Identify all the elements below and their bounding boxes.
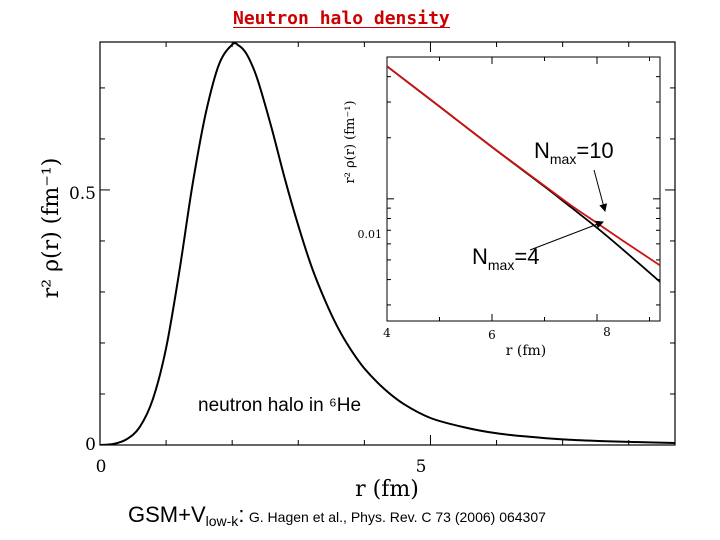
inset-ylabel: r² ρ(r) (fm⁻¹): [343, 100, 358, 183]
inset-xtick-label-6: 6: [488, 328, 496, 342]
inset-axis-ticks: [386, 57, 660, 321]
arrow-nmax-10: [593, 169, 608, 212]
caption-colon: :: [238, 502, 245, 527]
main-xtick-label-0: 0: [96, 457, 107, 477]
main-ytick-label-0: 0: [85, 435, 96, 455]
arrow-nmax-4: [529, 220, 604, 251]
label-nmax-10: Nmax=10: [534, 138, 614, 167]
reference-text: G. Hagen et al., Phys. Rev. C 73 (2006) …: [248, 509, 546, 525]
series-line-neutron-halo: [100, 42, 675, 445]
reference-caption: GSM+Vlow-k: G. Hagen et al., Phys. Rev. …: [128, 502, 546, 529]
main-xtick-label-5: 5: [416, 457, 427, 477]
series-line-nmax-10: [387, 65, 660, 267]
main-ylabel: r² ρ(r) (fm⁻¹): [39, 158, 64, 299]
curve-annotation: neutron halo in ⁶He: [198, 395, 361, 416]
inset-ytick-label-0-01: 0.01: [358, 228, 383, 241]
method-subscript: low-k: [205, 513, 239, 530]
main-xlabel: r (fm): [355, 477, 419, 502]
slide-title: Neutron halo density: [233, 8, 450, 29]
main-ytick-label-0-5: 0.5: [69, 184, 96, 204]
inset-xtick-label-8: 8: [603, 325, 611, 339]
inset-plot-frame: [386, 56, 661, 322]
inset-xtick-label-4: 4: [383, 326, 391, 340]
method-label: GSM+V: [128, 502, 206, 527]
inset-xlabel: r (fm): [506, 343, 547, 359]
